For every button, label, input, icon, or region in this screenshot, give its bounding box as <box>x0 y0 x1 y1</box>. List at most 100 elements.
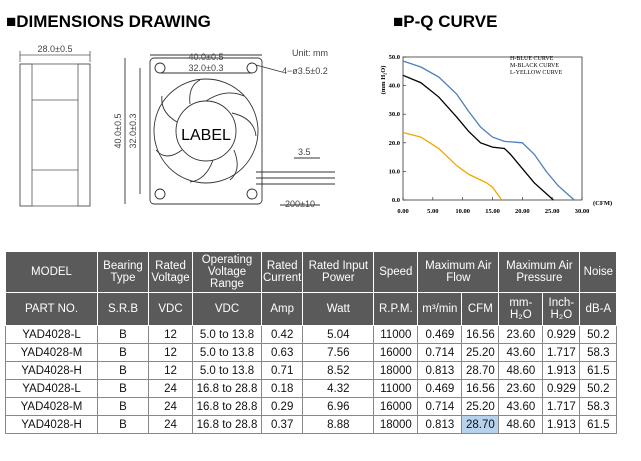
table-cell: B <box>97 379 149 398</box>
y-axis-label: (mm H₂O) <box>380 66 387 95</box>
table-cell: 25.20 <box>461 343 500 362</box>
table-cell: B <box>97 397 149 416</box>
table-cell: YAD4028-L <box>5 379 98 398</box>
y-tick-label: 50.0 <box>389 54 400 61</box>
table-cell: YAD4028-H <box>5 361 98 380</box>
table-cell: 58.3 <box>579 343 618 362</box>
legend-entry: L-YELLOW CURVE <box>510 70 563 76</box>
table-cell: 8.88 <box>302 415 375 434</box>
table-cell: 0.929 <box>542 325 581 344</box>
table-row: YAD4028-L B 12 5.0 to 13.8 0.42 5.04 11000 0.46… <box>5 325 618 344</box>
width-dim: 40.0±0.5 <box>189 52 224 62</box>
table-cell: 0.714 <box>417 397 463 416</box>
table-cell: 50.2 <box>579 325 618 344</box>
table-cell: 50.2 <box>579 379 618 398</box>
header-cell: Rated Input Power <box>302 251 375 293</box>
table-cell: YAD4028-M <box>5 397 98 416</box>
table-cell: 43.60 <box>498 397 544 416</box>
x-tick-label: 30.00 <box>575 208 590 215</box>
table-cell: 0.813 <box>417 361 463 380</box>
table-cell: 0.71 <box>260 361 304 380</box>
table-cell: 0.18 <box>260 379 304 398</box>
y-tick-label: 30.0 <box>389 111 400 118</box>
table-cell: 5.04 <box>302 325 375 344</box>
header-cell: S.R.B <box>97 292 149 326</box>
y-tick-label: 20.0 <box>389 140 400 147</box>
table-cell: 0.29 <box>260 397 304 416</box>
legend-entry: M-BLACK CURVE <box>510 63 559 69</box>
table-row: YAD4028-H B 12 5.0 to 13.8 0.71 8.52 18000 0.81… <box>5 361 618 380</box>
header-cell: R.P.M. <box>373 292 419 326</box>
table-cell: 16.8 to 28.8 <box>192 379 262 398</box>
table-cell: 18000 <box>373 361 419 380</box>
front-view <box>124 54 335 206</box>
x-axis-label: (CFM) <box>593 200 612 207</box>
table-cell: 0.469 <box>417 379 463 398</box>
table-cell: 12 <box>148 361 193 380</box>
table-cell: 48.60 <box>498 415 544 434</box>
header-cell: Maximum Air Flow <box>417 251 500 293</box>
header-cell: mm-H₂O <box>498 292 544 326</box>
table-cell: 5.0 to 13.8 <box>192 343 262 362</box>
table-cell: 0.37 <box>260 415 304 434</box>
side-view <box>19 51 91 207</box>
header-cell: Inch-H₂O <box>542 292 581 326</box>
table-cell: 12 <box>148 343 193 362</box>
table-cell: B <box>97 361 149 380</box>
table-cell: 7.56 <box>302 343 375 362</box>
table-cell: 43.60 <box>498 343 544 362</box>
table-cell: 16.8 to 28.8 <box>192 397 262 416</box>
fan-label: LABEL <box>181 127 231 144</box>
legend-entry: H-BLUE CURVE <box>510 56 554 62</box>
table-cell: 1.717 <box>542 397 581 416</box>
table-cell: 16000 <box>373 397 419 416</box>
table-cell: B <box>97 415 149 434</box>
table-cell: 4.32 <box>302 379 375 398</box>
curve <box>402 131 503 201</box>
depth-dim: 28.0±0.5 <box>38 44 73 54</box>
table-row: YAD4028-M B 12 5.0 to 13.8 0.63 7.56 16000 0.71… <box>5 343 618 362</box>
table-cell: 24 <box>148 397 193 416</box>
table-cell: 28.70 <box>461 361 500 380</box>
y-tick-label: 40.0 <box>389 83 400 90</box>
table-cell: 1.913 <box>542 415 581 434</box>
table-cell: 16.56 <box>461 379 500 398</box>
x-tick-label: 15.00 <box>485 208 500 215</box>
table-cell: 25.20 <box>461 397 500 416</box>
table-cell: 11000 <box>373 325 419 344</box>
holes-dim: 4−ø3.5±0.2 <box>282 66 328 76</box>
table-cell: 11000 <box>373 379 419 398</box>
table-cell: 23.60 <box>498 325 544 344</box>
x-tick-label: 25.00 <box>545 208 560 215</box>
table-cell: 23.60 <box>498 379 544 398</box>
table-cell: B <box>97 343 149 362</box>
header-row: MODEL Bearing Type Rated Voltage Operati… <box>5 251 618 293</box>
table-cell: 16000 <box>373 343 419 362</box>
table-cell: 0.714 <box>417 343 463 362</box>
spec-table: MODEL Bearing Type Rated Voltage Operati… <box>5 251 618 434</box>
y-tick-label: 10.0 <box>389 168 400 175</box>
header-cell: MODEL <box>5 251 98 293</box>
header-cell: PART NO. <box>5 292 98 326</box>
header-cell: Amp <box>260 292 304 326</box>
table-cell: 0.469 <box>417 325 463 344</box>
header-cell: Watt <box>302 292 375 326</box>
header-cell: Rated Current <box>260 251 304 293</box>
table-cell: 0.42 <box>260 325 304 344</box>
table-cell: 1.717 <box>542 343 581 362</box>
header-row: PART NO. S.R.B VDC VDC Amp Watt R.P.M. m³/min CF… <box>5 292 618 326</box>
x-tick-label: 20.00 <box>515 208 530 215</box>
table-cell: 5.0 to 13.8 <box>192 325 262 344</box>
header-cell: Maximum Air Pressure <box>498 251 581 293</box>
table-cell: 61.5 <box>579 361 618 380</box>
table-cell: 48.60 <box>498 361 544 380</box>
table-cell: 0.63 <box>260 343 304 362</box>
table-cell: 5.0 to 13.8 <box>192 361 262 380</box>
wire-gap-dim: 3.5 <box>298 147 311 157</box>
table-cell: 24 <box>148 379 193 398</box>
header-cell: CFM <box>461 292 500 326</box>
header-cell: Rated Voltage <box>148 251 193 293</box>
table-cell: YAD4028-M <box>5 343 98 362</box>
table-row: YAD4028-L B 24 16.8 to 28.8 0.18 4.32 11000 0.4… <box>5 379 618 398</box>
curve <box>402 60 575 201</box>
